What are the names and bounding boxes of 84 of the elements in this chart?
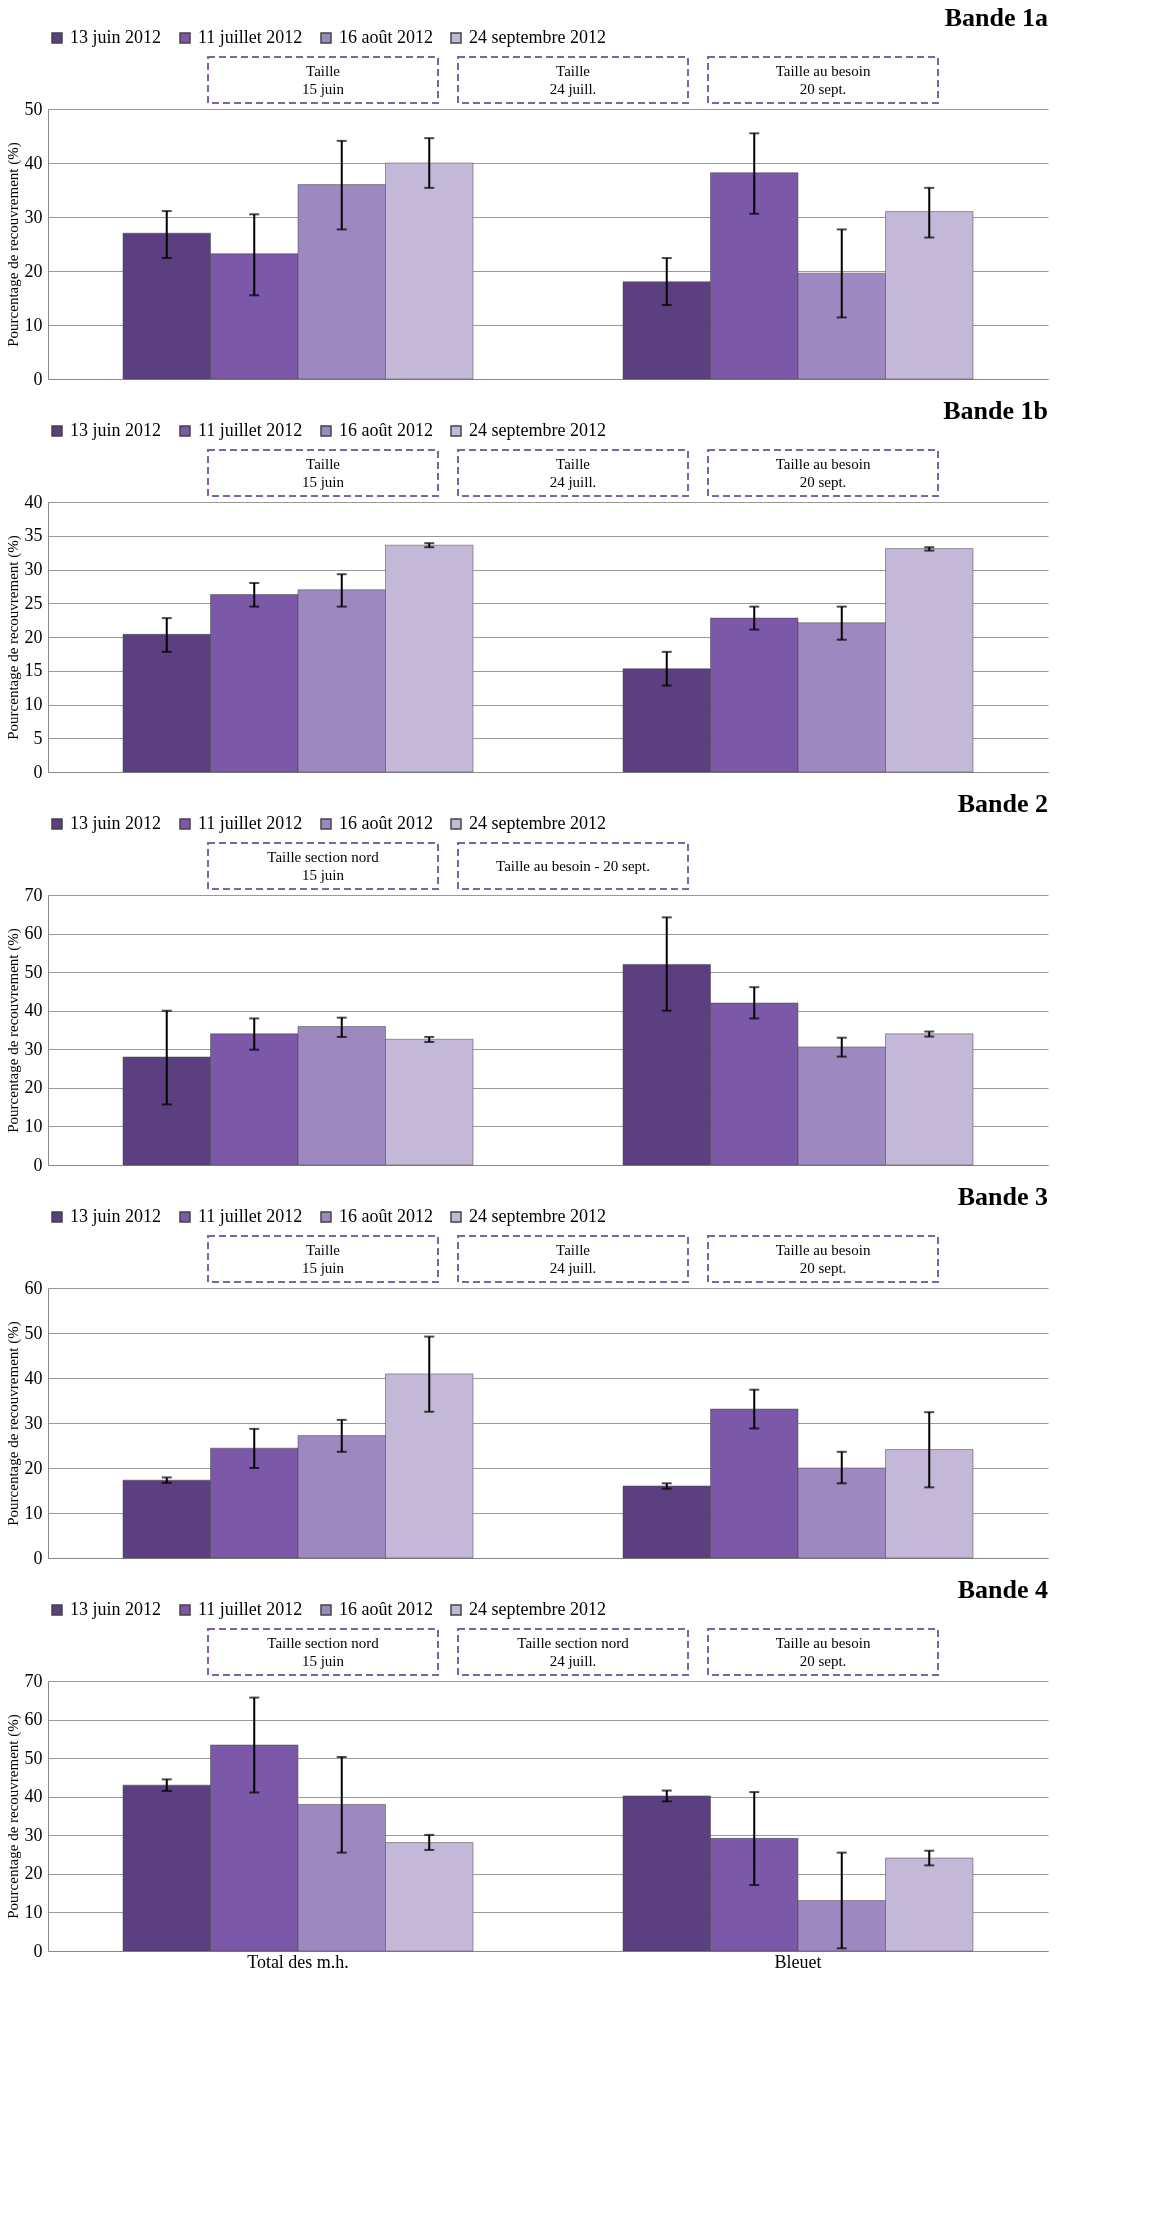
y-tick-label: 60 (24, 1709, 43, 1730)
text: Taille au besoin 20 sept. (775, 1635, 871, 1669)
y-axis-title: Pourcentage de recouvrement (%) (4, 142, 22, 347)
y-tick-label: 70 (24, 884, 43, 905)
y-tick-label: 30 (24, 1038, 43, 1059)
chart-title: Bande 1a (944, 3, 1048, 32)
y-tick-label: 40 (24, 1786, 43, 1807)
y-tick-label: 0 (33, 761, 43, 782)
legend-label: 11 juillet 2012 (198, 420, 303, 440)
y-tick-label: 25 (24, 592, 43, 613)
y-tick-label: 0 (33, 1154, 43, 1175)
chart-title: Bande 2 (957, 789, 1048, 818)
y-tick-label: 50 (24, 1747, 43, 1768)
legend-label: 11 juillet 2012 (198, 1206, 303, 1226)
y-axis-title: Pourcentage de recouvrement (%) (4, 1714, 22, 1919)
chart-title: Bande 4 (957, 1575, 1048, 1604)
chart-title: Bande 3 (957, 1182, 1048, 1211)
y-tick-label: 20 (24, 260, 43, 281)
legend-label: 16 août 2012 (339, 27, 433, 47)
legend-label: 11 juillet 2012 (198, 813, 303, 833)
y-tick-label: 30 (24, 559, 43, 579)
text: Taille section nord 15 juin (267, 849, 380, 883)
text: Taille section nord 24 juill. (517, 1635, 630, 1669)
y-tick-label: 60 (24, 1277, 43, 1298)
legend-label: 16 août 2012 (339, 813, 433, 833)
text: Taille 24 juill. (549, 63, 597, 97)
legend-label: 13 juin 2012 (70, 1206, 162, 1226)
y-tick-label: 10 (24, 1502, 43, 1523)
y-axis-title: Pourcentage de recouvrement (%) (4, 928, 22, 1133)
y-axis-title: Pourcentage de recouvrement (%) (4, 535, 22, 740)
text: Taille au besoin - 20 sept. (496, 858, 650, 874)
x-tick-label: Bleuet (774, 1951, 822, 1972)
text: Taille au besoin 20 sept. (775, 456, 871, 490)
legend-label: 24 septembre 2012 (469, 27, 606, 47)
text: Taille au besoin 20 sept. (775, 1242, 871, 1276)
legend-label: 24 septembre 2012 (469, 420, 606, 440)
y-tick-label: 50 (24, 98, 43, 119)
legend-label: 13 juin 2012 (70, 813, 162, 833)
y-tick-label: 10 (24, 1901, 43, 1922)
y-tick-label: 10 (24, 694, 43, 714)
y-tick-label: 50 (24, 1322, 43, 1343)
y-tick-label: 5 (33, 727, 43, 748)
legend-label: 13 juin 2012 (70, 1599, 162, 1619)
y-tick-label: 50 (24, 961, 43, 982)
y-tick-label: 0 (33, 1940, 43, 1961)
legend-label: 13 juin 2012 (70, 27, 162, 47)
y-tick-label: 30 (24, 206, 43, 227)
legend-label: 11 juillet 2012 (198, 1599, 303, 1619)
y-tick-label: 20 (24, 1077, 43, 1098)
legend-label: 16 août 2012 (339, 420, 433, 440)
legend-label: 24 septembre 2012 (469, 813, 606, 833)
chart-title: Bande 1b (943, 396, 1048, 425)
legend-label: 24 septembre 2012 (469, 1206, 606, 1226)
y-tick-label: 0 (33, 1547, 43, 1568)
y-tick-label: 40 (24, 1367, 43, 1388)
text: Taille 15 juin (301, 456, 345, 490)
y-tick-label: 0 (33, 368, 43, 389)
y-tick-label: 20 (24, 626, 43, 647)
legend-label: 16 août 2012 (339, 1599, 433, 1619)
y-tick-label: 10 (24, 1115, 43, 1136)
y-tick-label: 60 (24, 923, 43, 944)
y-axis-title: Pourcentage de recouvrement (%) (4, 1321, 22, 1526)
y-tick-label: 10 (24, 314, 43, 335)
text: Taille 24 juill. (549, 1242, 597, 1276)
y-tick-label: 15 (24, 660, 43, 681)
legend-label: 16 août 2012 (339, 1206, 433, 1226)
y-tick-label: 40 (24, 1000, 43, 1021)
y-tick-label: 20 (24, 1457, 43, 1478)
legend-label: 11 juillet 2012 (198, 27, 303, 47)
y-tick-label: 70 (24, 1670, 43, 1691)
text: Taille section nord 15 juin (267, 1635, 380, 1669)
y-tick-label: 20 (24, 1863, 43, 1884)
y-tick-label: 30 (24, 1824, 43, 1845)
x-tick-label: Total des m.h. (247, 1951, 349, 1972)
y-tick-label: 35 (24, 525, 43, 546)
y-tick-label: 30 (24, 1412, 43, 1433)
text: Taille 24 juill. (549, 456, 597, 490)
y-tick-label: 40 (24, 491, 43, 512)
legend-label: 13 juin 2012 (70, 420, 162, 440)
text: Taille 15 juin (301, 63, 345, 97)
text: Taille au besoin 20 sept. (775, 63, 871, 97)
legend-label: 24 septembre 2012 (469, 1599, 606, 1619)
y-tick-label: 40 (24, 152, 43, 173)
text: Taille 15 juin (301, 1242, 345, 1276)
